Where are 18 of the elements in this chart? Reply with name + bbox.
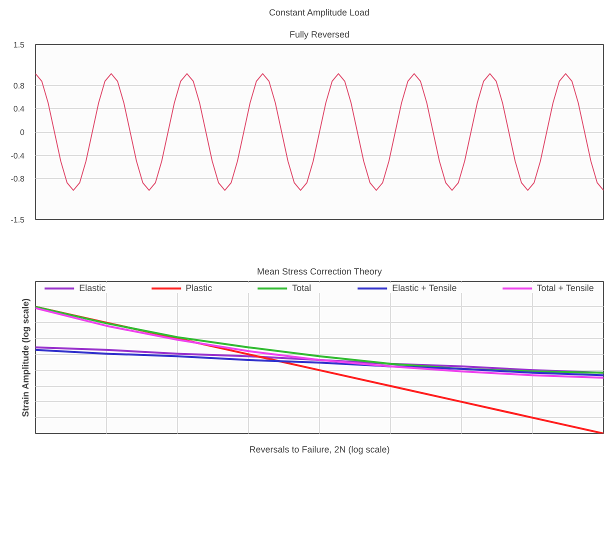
y-tick-label: -0.4 bbox=[10, 151, 26, 160]
x-axis-title: Reversals to Failure, 2N (log scale) bbox=[249, 444, 390, 454]
legend-label: Total bbox=[292, 283, 312, 293]
legend-label: Plastic bbox=[186, 283, 212, 293]
y-axis-title: Strain Amplitude (log scale) bbox=[20, 298, 30, 418]
y-tick-label: 1.5 bbox=[13, 40, 26, 50]
y-tick-label: -0.8 bbox=[10, 174, 26, 184]
chart-title: Constant Amplitude Load bbox=[268, 8, 370, 18]
line-series bbox=[36, 73, 604, 191]
y-tick-label: 0.8 bbox=[13, 81, 26, 90]
legend-label: Elastic bbox=[79, 283, 106, 293]
legend-label: Total + Tensile bbox=[536, 283, 594, 293]
y-tick-label: 0 bbox=[20, 128, 26, 137]
legend-label: Elastic + Tensile bbox=[392, 283, 457, 293]
chart-title: Mean Stress Correction Theory bbox=[256, 266, 382, 276]
y-tick-label: 0.4 bbox=[13, 104, 26, 114]
y-tick-label: -1.5 bbox=[10, 216, 26, 224]
chart-subtitle: Fully Reversed bbox=[289, 30, 350, 40]
